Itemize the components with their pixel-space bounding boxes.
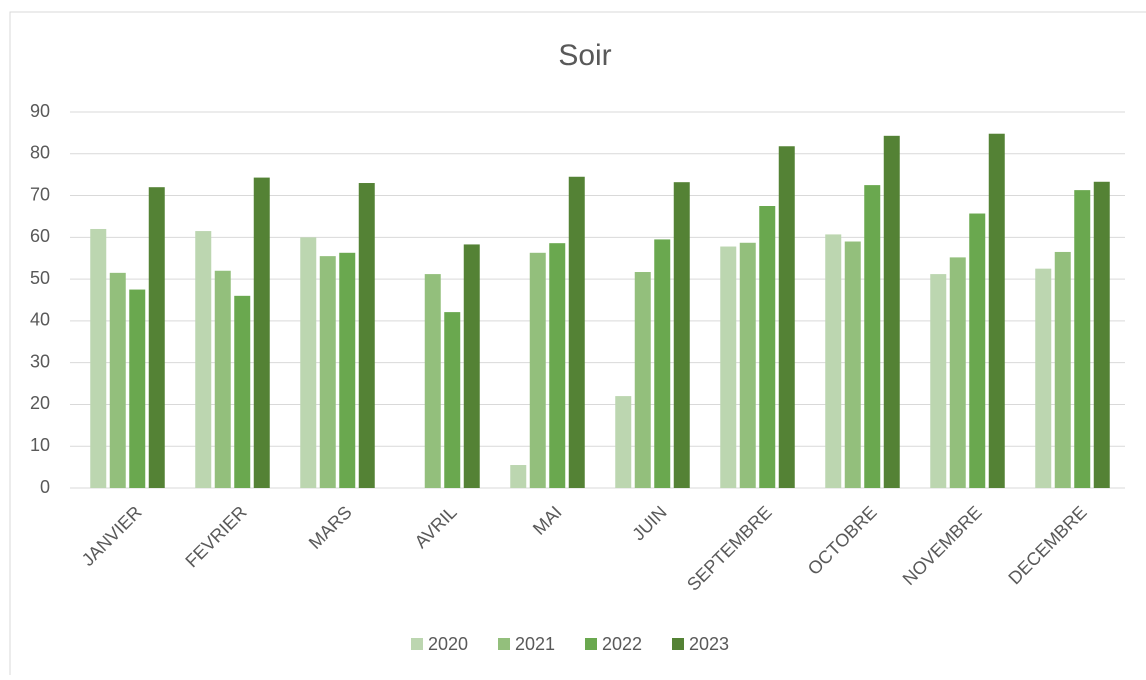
bar bbox=[424, 274, 441, 488]
bar bbox=[358, 183, 375, 488]
y-tick-label: 70 bbox=[30, 184, 50, 204]
y-tick-label: 80 bbox=[30, 143, 50, 163]
bar bbox=[883, 135, 900, 488]
legend-label: 2022 bbox=[602, 634, 642, 654]
bar bbox=[949, 257, 966, 488]
y-tick-label: 0 bbox=[40, 477, 50, 497]
bar bbox=[988, 133, 1005, 489]
y-tick-label: 60 bbox=[30, 226, 50, 246]
bar bbox=[510, 465, 527, 488]
bar bbox=[673, 182, 690, 489]
bar bbox=[844, 241, 861, 488]
bar bbox=[109, 272, 126, 488]
bar bbox=[195, 231, 212, 489]
bar bbox=[864, 185, 881, 488]
y-tick-label: 40 bbox=[30, 310, 50, 330]
y-tick-label: 10 bbox=[30, 435, 50, 455]
bar bbox=[1035, 268, 1052, 488]
legend-swatch bbox=[411, 638, 423, 650]
bar bbox=[739, 242, 756, 488]
chart-title: Soir bbox=[558, 39, 611, 72]
bar bbox=[778, 146, 795, 488]
bar bbox=[90, 228, 107, 488]
bar bbox=[1054, 251, 1071, 488]
bar bbox=[300, 237, 317, 488]
legend-label: 2021 bbox=[515, 634, 555, 654]
bar bbox=[930, 274, 947, 488]
y-tick-label: 30 bbox=[30, 351, 50, 371]
bar bbox=[339, 252, 356, 488]
bar bbox=[654, 239, 671, 488]
legend-swatch bbox=[498, 638, 510, 650]
bar bbox=[825, 234, 842, 488]
bar bbox=[148, 187, 165, 488]
legend-swatch bbox=[585, 638, 597, 650]
bar bbox=[759, 206, 776, 488]
bar bbox=[463, 244, 480, 488]
bar bbox=[969, 213, 986, 488]
bar bbox=[1074, 190, 1091, 488]
bar bbox=[234, 295, 251, 488]
bar bbox=[568, 176, 585, 488]
bar bbox=[214, 270, 231, 488]
bar bbox=[1093, 181, 1110, 488]
bar bbox=[720, 246, 737, 488]
bar bbox=[129, 289, 146, 488]
bar bbox=[529, 252, 546, 488]
y-tick-label: 20 bbox=[30, 393, 50, 413]
bar bbox=[253, 177, 270, 488]
bar bbox=[549, 243, 566, 488]
legend-label: 2023 bbox=[689, 634, 729, 654]
y-tick-label: 50 bbox=[30, 268, 50, 288]
legend-swatch bbox=[672, 638, 684, 650]
legend-label: 2020 bbox=[428, 634, 468, 654]
bar bbox=[615, 396, 632, 488]
bar bbox=[319, 256, 336, 488]
y-tick-label: 90 bbox=[30, 101, 50, 121]
bar bbox=[634, 272, 651, 488]
bar bbox=[444, 312, 461, 488]
